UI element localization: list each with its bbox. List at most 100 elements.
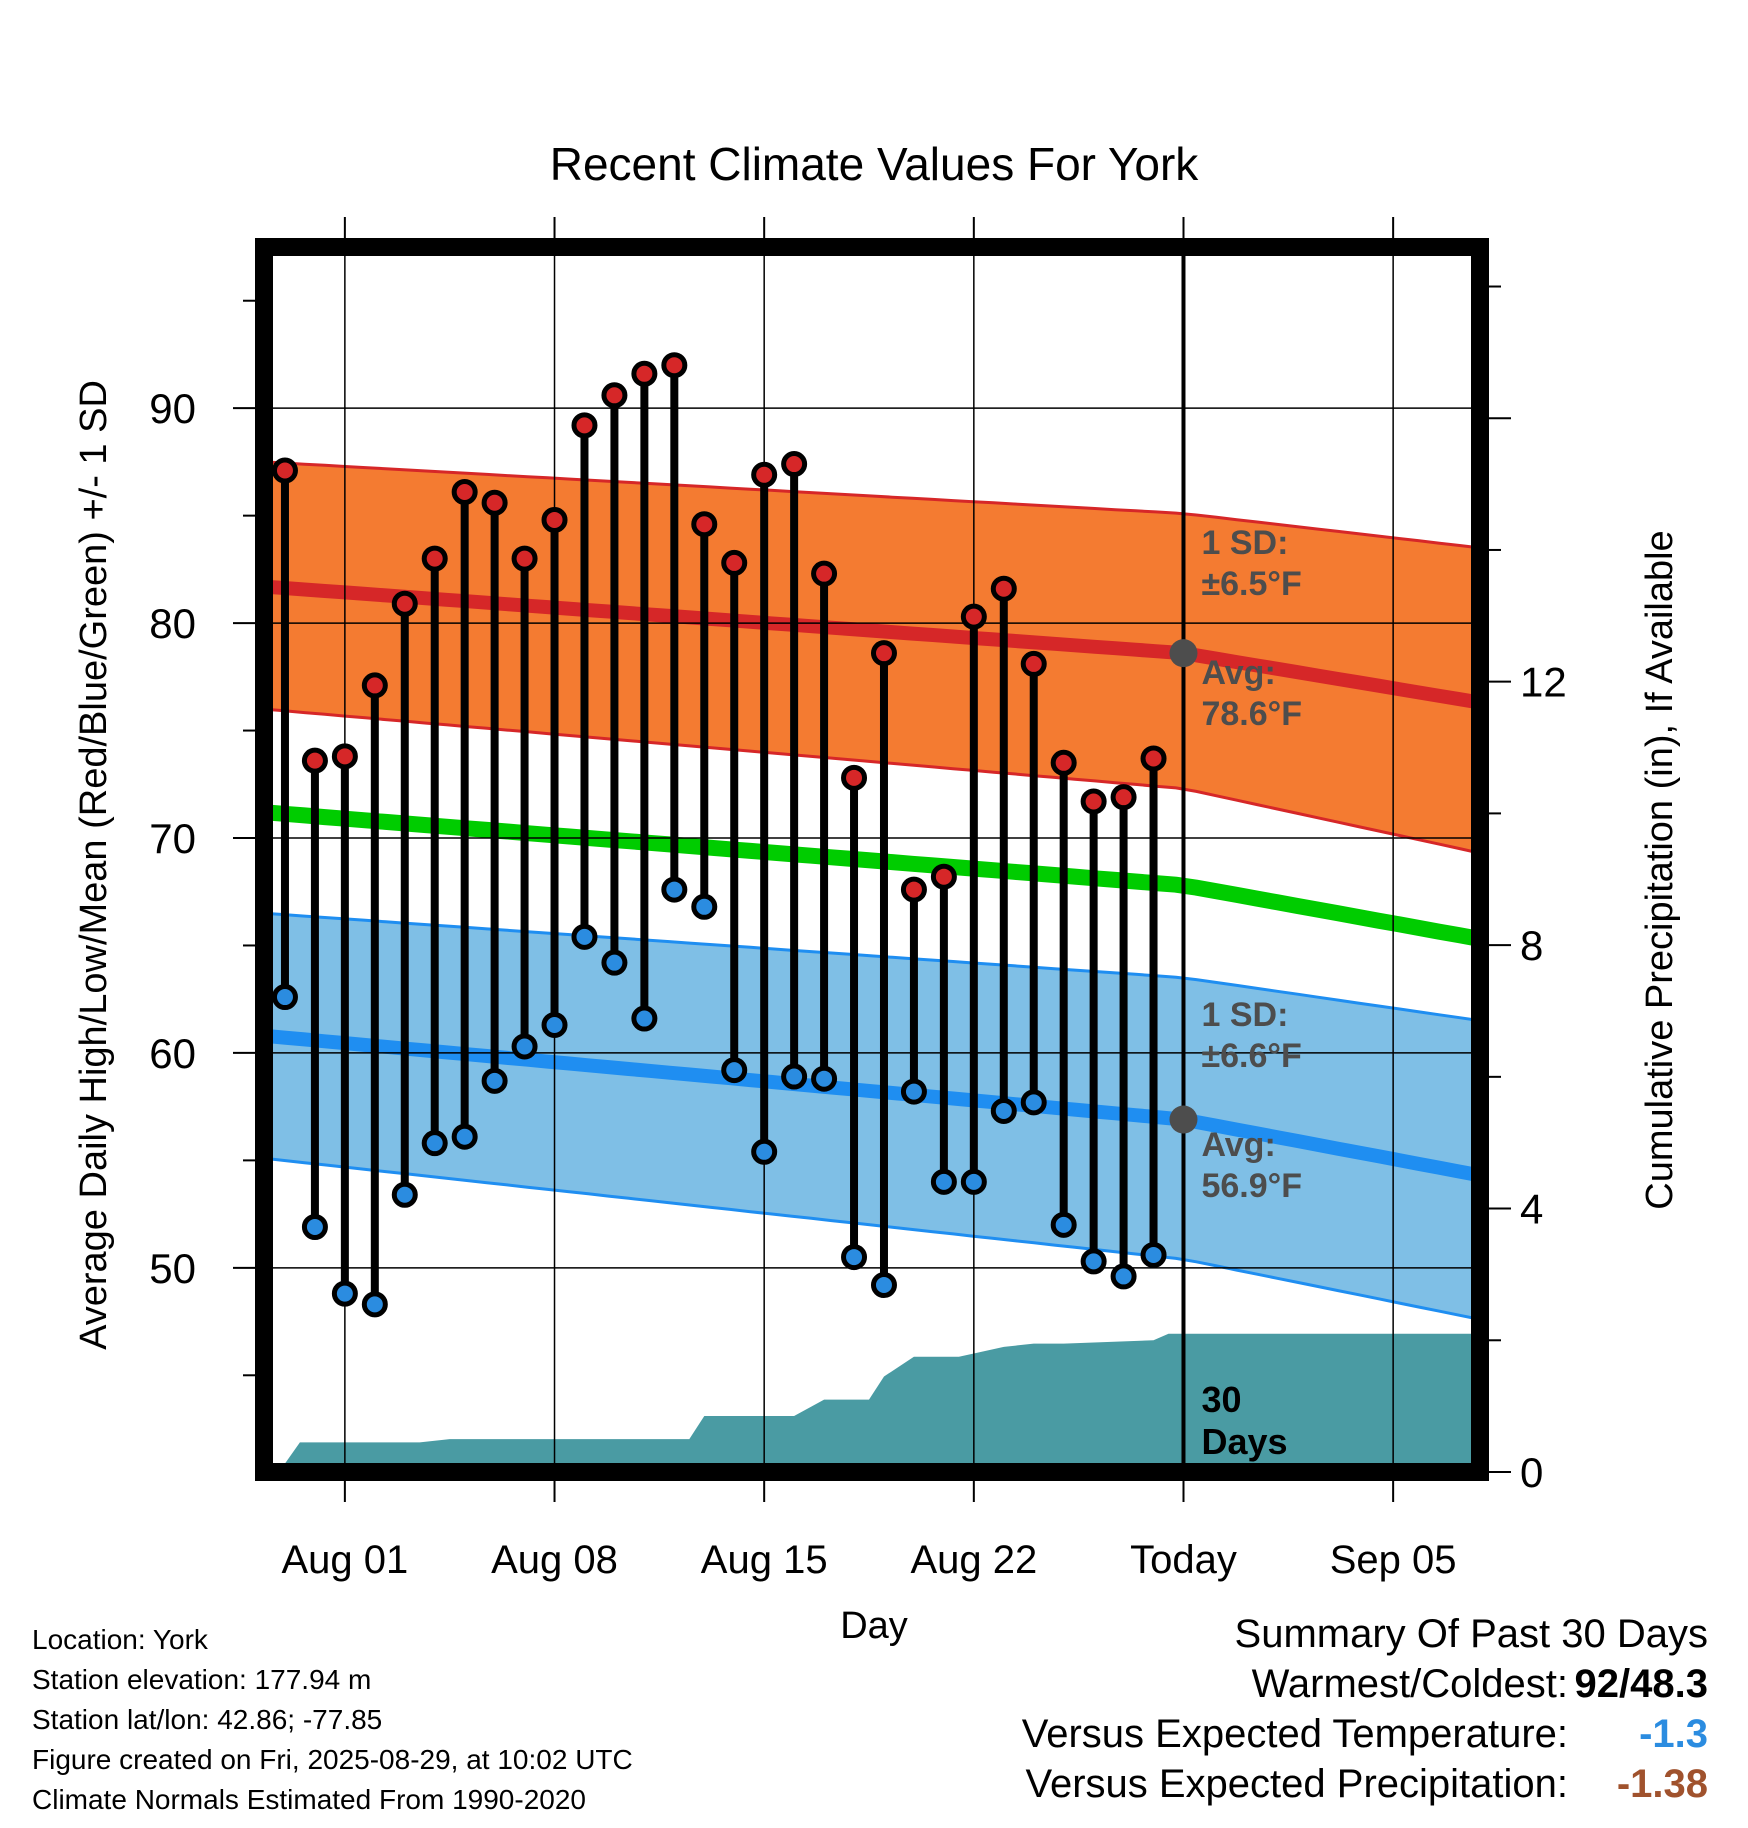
high-sd-upper-line — [264, 460, 1480, 550]
location-text: Location: York — [32, 1624, 208, 1655]
high-avg-label: Avg: — [1201, 654, 1275, 692]
x-tick-label: Aug 01 — [281, 1538, 408, 1582]
low-sd-band — [264, 913, 1480, 1320]
daily-high-point — [331, 743, 358, 770]
daily-high-point — [541, 506, 568, 533]
daily-high-point — [1110, 784, 1137, 811]
chart-title: Recent Climate Values For York — [550, 138, 1200, 190]
today-normal-low-marker — [1169, 1105, 1198, 1134]
y2-tick-label: 0 — [1520, 1449, 1543, 1496]
daily-low-point — [661, 876, 688, 903]
daily-low-point — [870, 1272, 897, 1299]
daily-low-point — [571, 923, 598, 950]
daily-high-point — [361, 672, 388, 699]
daily-low-point — [721, 1057, 748, 1084]
x-tick-label: Aug 22 — [910, 1538, 1037, 1582]
y-tick-label: 90 — [149, 385, 196, 432]
daily-low-point — [990, 1097, 1017, 1124]
daily-high-point — [601, 382, 628, 409]
precip-departure-label: Versus Expected Precipitation: — [1025, 1762, 1568, 1806]
y-tick-label: 60 — [149, 1030, 196, 1077]
daily-high-point — [511, 545, 538, 572]
daily-high-point — [870, 640, 897, 667]
today-normal-high-marker — [1169, 639, 1198, 668]
daily-high-point — [631, 360, 658, 387]
daily-high-point — [301, 747, 328, 774]
daily-high-point — [841, 764, 868, 791]
temp-departure-value: -1.3 — [1639, 1712, 1708, 1756]
normals-source-text: Climate Normals Estimated From 1990-2020 — [32, 1784, 586, 1815]
low-avg-label: Avg: — [1201, 1126, 1275, 1164]
summary-panel: Summary Of Past 30 Days Warmest/Coldest:… — [808, 1612, 1708, 1812]
created-text: Figure created on Fri, 2025-08-29, at 10… — [32, 1744, 633, 1775]
daily-low-point — [841, 1244, 868, 1271]
daily-low-point — [960, 1168, 987, 1195]
daily-low-point — [751, 1138, 778, 1165]
daily-high-point — [1080, 788, 1107, 815]
daily-high-point — [1020, 650, 1047, 677]
daily-low-point — [391, 1181, 418, 1208]
y2-tick-label: 8 — [1520, 922, 1543, 969]
y2-tick-label: 4 — [1520, 1186, 1543, 1233]
daily-low-point — [900, 1078, 927, 1105]
warm-cold-label: Warmest/Coldest: — [1251, 1662, 1568, 1706]
daily-high-point — [1140, 745, 1167, 772]
daily-low-point — [1080, 1248, 1107, 1275]
summary-title: Summary Of Past 30 Days — [1234, 1612, 1708, 1656]
daily-high-point — [751, 461, 778, 488]
window-label-days: Days — [1201, 1421, 1287, 1462]
daily-high-point — [391, 590, 418, 617]
daily-high-point — [481, 489, 508, 516]
daily-low-point — [1020, 1089, 1047, 1116]
daily-high-point — [661, 352, 688, 379]
daily-high-point — [691, 511, 718, 538]
window-label-30: 30 — [1201, 1379, 1241, 1420]
y2-tick-label: 12 — [1520, 659, 1567, 706]
x-tick-label: Aug 15 — [701, 1538, 828, 1582]
daily-high-point — [781, 451, 808, 478]
daily-low-point — [601, 949, 628, 976]
daily-low-point — [541, 1011, 568, 1038]
daily-high-point — [1050, 749, 1077, 776]
precipitation-area — [279, 1333, 1480, 1472]
x-tick-label: Sep 05 — [1330, 1538, 1457, 1582]
daily-low-point — [451, 1123, 478, 1150]
daily-low-point — [481, 1067, 508, 1094]
daily-low-point — [781, 1063, 808, 1090]
daily-low-point — [811, 1065, 838, 1092]
daily-high-point — [421, 545, 448, 572]
daily-low-point — [361, 1291, 388, 1318]
daily-low-point — [1110, 1263, 1137, 1290]
high-sd-value: ±6.5°F — [1201, 565, 1301, 603]
daily-low-point — [1140, 1241, 1167, 1268]
daily-low-point — [271, 984, 298, 1011]
low-sd-lower-line — [264, 1156, 1480, 1321]
daily-high-point — [271, 457, 298, 484]
station-info: Location: York Station elevation: 177.94… — [32, 1620, 633, 1820]
daily-low-point — [691, 893, 718, 920]
elevation-text: Station elevation: 177.94 m — [32, 1664, 372, 1695]
y-tick-label: 50 — [149, 1245, 196, 1292]
daily-high-point — [930, 863, 957, 890]
daily-high-point — [451, 479, 478, 505]
low-sd-label: 1 SD: — [1201, 996, 1288, 1034]
x-tick-label: Aug 08 — [491, 1538, 618, 1582]
daily-high-point — [721, 549, 748, 576]
daily-low-point — [331, 1280, 358, 1307]
warm-cold-value: 92/48.3 — [1574, 1662, 1708, 1706]
daily-low-point — [511, 1033, 538, 1060]
plot-frame — [255, 238, 1489, 1481]
y-tick-label: 70 — [149, 815, 196, 862]
daily-low-point — [301, 1214, 328, 1240]
daily-high-point — [571, 412, 598, 439]
daily-low-point — [631, 1005, 658, 1032]
x-axis-label: Day — [840, 1605, 908, 1647]
low-avg-value: 56.9°F — [1201, 1167, 1302, 1205]
high-sd-label: 1 SD: — [1201, 524, 1288, 562]
y2-axis-label: Cumulative Precipitation (in), If Availa… — [1639, 530, 1681, 1209]
daily-high-point — [960, 603, 987, 630]
x-tick-label: Today — [1130, 1538, 1237, 1582]
